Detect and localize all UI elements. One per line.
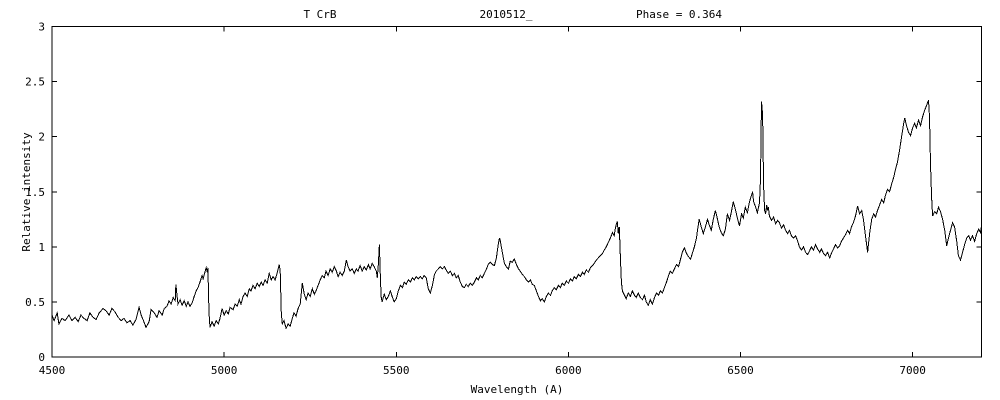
x-axis-label: Wavelength (A) <box>471 383 564 396</box>
x-tick-label: 6000 <box>555 364 582 377</box>
x-tick-label: 5000 <box>211 364 238 377</box>
plot-frame <box>51 26 982 358</box>
x-axis-ticks <box>51 26 914 357</box>
y-axis-label: Relative intensity <box>20 132 33 252</box>
y-tick-label: 1.5 <box>25 186 45 199</box>
plot-title-phase: Phase = 0.364 <box>636 8 722 21</box>
y-axis-tick-labels: 0 0.5 1 1.5 2 2.5 3 <box>25 21 45 365</box>
x-tick-label: 6500 <box>727 364 754 377</box>
y-tick-label: 0 <box>38 351 45 364</box>
x-tick-label: 4500 <box>39 364 66 377</box>
x-tick-label: 5500 <box>383 364 410 377</box>
spectrum-line <box>51 100 982 330</box>
y-tick-label: 2 <box>38 131 45 144</box>
y-tick-label: 0.5 <box>25 296 45 309</box>
y-tick-label: 3 <box>38 21 45 34</box>
plot-title-observation-id: 2010512_ <box>480 8 533 21</box>
y-axis-ticks <box>52 26 982 358</box>
y-tick-label: 1 <box>38 241 45 254</box>
x-tick-label: 7000 <box>899 364 926 377</box>
x-axis-tick-labels: 4500 5000 5500 6000 6500 7000 <box>39 364 926 377</box>
plot-title-target: T CrB <box>303 8 336 21</box>
y-tick-label: 2.5 <box>25 76 45 89</box>
